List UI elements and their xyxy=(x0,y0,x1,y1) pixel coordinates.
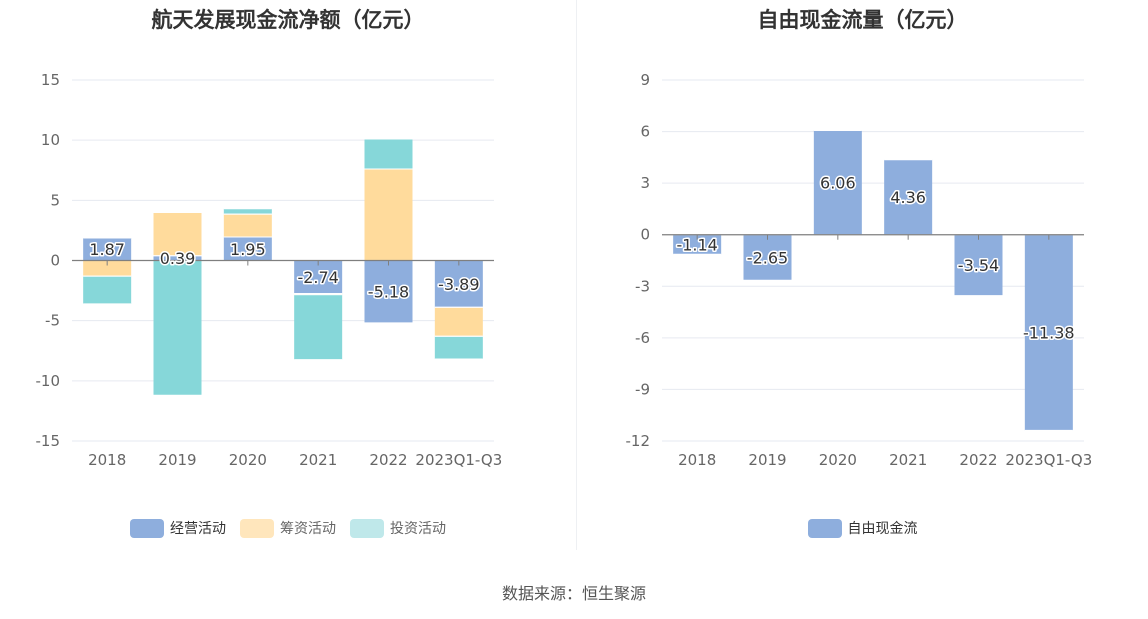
free-cash-flow-bar-1[interactable] xyxy=(1024,234,1073,431)
cash-flow-bar-2[interactable] xyxy=(223,214,272,238)
cash-flow-y-tick-label: -5 xyxy=(45,312,60,330)
free-cash-flow-bar-1[interactable] xyxy=(743,234,792,281)
cash-flow-bar-3[interactable] xyxy=(153,260,202,396)
legend-swatch-operating xyxy=(130,518,164,538)
free-cash-flow-y-tick-label: 0 xyxy=(640,226,650,244)
cash-flow-bar-3[interactable] xyxy=(223,208,272,215)
cash-flow-bar-2[interactable] xyxy=(153,212,202,256)
free-cash-flow-data-label: -1.14 xyxy=(676,236,717,255)
free-cash-flow-chart: 9 6 3 0 -3 -6 -9 -12 2018 2019 2020 2021 2022 2023Q1-… xyxy=(626,71,1093,469)
data-source-note: 数据来源：恒生聚源 xyxy=(501,584,646,603)
cash-flow-bar-3[interactable] xyxy=(364,138,413,170)
free-cash-flow-data-label: -2.65 xyxy=(747,248,788,267)
legend-item-free-cash-flow[interactable]: 自由现金流 xyxy=(807,518,918,538)
free-cash-flow-bar-1[interactable] xyxy=(884,159,933,235)
cash-flow-y-tick-label: -15 xyxy=(36,432,61,450)
legend-label-operating: 经营活动 xyxy=(170,521,226,537)
cash-flow-bar-2[interactable] xyxy=(294,293,343,295)
free-cash-flow-data-label: 6.06 xyxy=(820,174,856,193)
cash-flow-bar-1[interactable] xyxy=(434,260,483,308)
cash-flow-y-tick-label: 5 xyxy=(50,191,60,209)
panel-divider xyxy=(576,0,577,550)
cash-flow-y-tick-label: 15 xyxy=(41,71,60,89)
cash-flow-data-label: 1.95 xyxy=(230,240,266,259)
free-cash-flow-chart-title: 自由现金流量（亿元） xyxy=(757,8,968,32)
free-cash-flow-y-tick-label: 9 xyxy=(640,71,650,89)
cash-flow-y-tick-label: 10 xyxy=(41,131,60,149)
cash-flow-chart-title: 航天发展现金流净额（亿元） xyxy=(151,8,425,32)
free-cash-flow-y-tick-label: -6 xyxy=(635,329,650,347)
cash-flow-bar-1[interactable] xyxy=(223,237,272,261)
cash-flow-x-tick-label: 2020 xyxy=(229,451,267,469)
cash-flow-data-label: -2.74 xyxy=(297,268,338,287)
free-cash-flow-x-tick-label: 2023Q1-Q3 xyxy=(1005,451,1092,469)
cash-flow-x-tick-label: 2022 xyxy=(369,451,407,469)
cash-flow-legend: 经营活动 筹资活动 投资活动 xyxy=(0,518,576,538)
free-cash-flow-y-tick-label: 6 xyxy=(640,123,650,141)
free-cash-flow-x-tick-label: 2020 xyxy=(819,451,857,469)
cash-flow-x-tick-label: 2021 xyxy=(299,451,337,469)
legend-item-investing[interactable]: 投资活动 xyxy=(350,518,446,538)
legend-label-investing: 投资活动 xyxy=(390,521,446,537)
cash-flow-x-tick-label: 2018 xyxy=(88,451,126,469)
legend-swatch-free-cash-flow xyxy=(807,518,842,538)
legend-label-free-cash-flow: 自由现金流 xyxy=(847,521,918,537)
free-cash-flow-bar-1[interactable] xyxy=(954,234,1003,296)
free-cash-flow-data-label: 4.36 xyxy=(890,188,926,207)
cash-flow-bar-1[interactable] xyxy=(294,260,343,294)
free-cash-flow-bar-1[interactable] xyxy=(673,234,722,255)
free-cash-flow-x-tick-label: 2019 xyxy=(748,451,786,469)
cash-flow-data-label: -3.89 xyxy=(438,275,479,294)
free-cash-flow-bar-1[interactable] xyxy=(813,130,862,235)
cash-flow-chart: 15 10 5 0 -5 -10 -15 2018 2019 2020 2021 2022 2023Q1… xyxy=(36,71,503,469)
free-cash-flow-y-tick-label: -9 xyxy=(635,380,650,398)
cash-flow-bar-3[interactable] xyxy=(434,336,483,360)
cash-flow-bar-2[interactable] xyxy=(83,260,132,277)
free-cash-flow-y-tick-label: 3 xyxy=(640,174,650,192)
free-cash-flow-x-tick-label: 2021 xyxy=(889,451,927,469)
legend-item-financing[interactable]: 筹资活动 xyxy=(240,518,336,538)
free-cash-flow-y-tick-label: -12 xyxy=(626,432,651,450)
cash-flow-bar-3[interactable] xyxy=(294,294,343,360)
cash-flow-x-tick-label: 2023Q1-Q3 xyxy=(415,451,502,469)
cash-flow-x-tick-label: 2019 xyxy=(158,451,196,469)
free-cash-flow-data-label: -11.38 xyxy=(1023,324,1075,343)
free-cash-flow-legend: 自由现金流 xyxy=(577,518,1148,538)
cash-flow-data-label: 1.87 xyxy=(89,240,125,259)
cash-flow-bar-1[interactable] xyxy=(83,237,132,261)
cash-flow-bar-1[interactable] xyxy=(153,255,202,261)
cash-flow-y-tick-label: -10 xyxy=(36,372,61,390)
cash-flow-data-label: -5.18 xyxy=(368,283,409,302)
legend-swatch-financing xyxy=(240,518,274,538)
free-cash-flow-chart-panel: 自由现金流量（亿元） 9 6 3 0 -3 -6 -9 -12 2018 2019 2020 2021… xyxy=(577,0,1148,560)
cash-flow-y-tick-label: 0 xyxy=(50,252,60,270)
cash-flow-bar-1[interactable] xyxy=(364,260,413,323)
cash-flow-data-label: 0.39 xyxy=(160,249,196,268)
legend-item-operating[interactable]: 经营活动 xyxy=(130,518,226,538)
free-cash-flow-x-tick-label: 2022 xyxy=(959,451,997,469)
legend-swatch-investing xyxy=(350,518,384,538)
cash-flow-chart-panel: 航天发展现金流净额（亿元） 15 10 5 0 -5 -10 -15 2018 2019 2020… xyxy=(0,0,576,560)
cash-flow-bar-3[interactable] xyxy=(83,276,132,304)
cash-flow-bar-2[interactable] xyxy=(434,307,483,337)
free-cash-flow-data-label: -3.54 xyxy=(958,256,999,275)
free-cash-flow-x-tick-label: 2018 xyxy=(678,451,716,469)
cash-flow-bar-2[interactable] xyxy=(364,169,413,261)
legend-label-financing: 筹资活动 xyxy=(280,521,336,537)
free-cash-flow-y-tick-label: -3 xyxy=(635,277,650,295)
